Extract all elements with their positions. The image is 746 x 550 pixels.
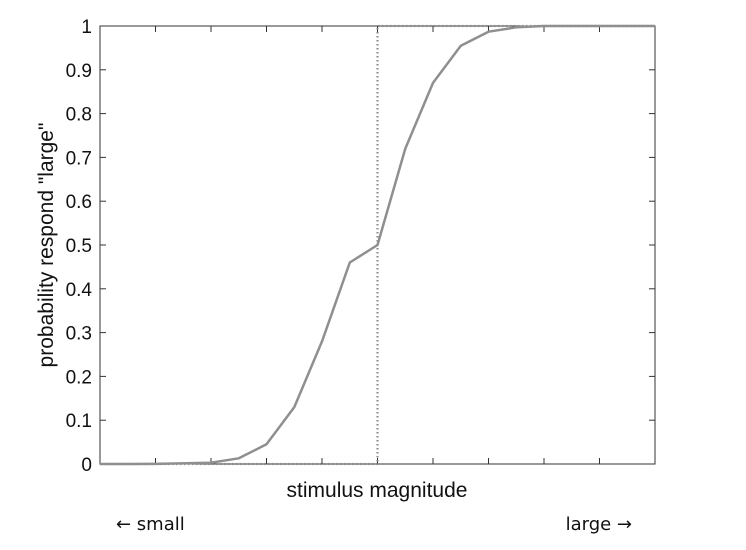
x-direction-label-large: large → <box>566 514 632 535</box>
y-tick-label: 1 <box>81 17 92 38</box>
y-tick-label: 0.4 <box>66 280 93 301</box>
y-tick-label: 0.1 <box>66 411 92 432</box>
y-tick-label: 0.5 <box>66 236 92 257</box>
y-tick-label: 0 <box>81 455 92 476</box>
y-tick-label: 0.9 <box>66 61 92 82</box>
series-group <box>99 24 655 466</box>
y-axis-tick-labels: 0 0.1 0.2 0.3 0.4 0.5 0.6 0.7 0.8 0.9 1 <box>66 17 93 476</box>
y-tick-label: 0.6 <box>66 192 92 213</box>
y-tick-label: 0.3 <box>66 324 92 345</box>
y-tick-label: 0.8 <box>66 105 92 126</box>
step-function-line <box>100 24 655 466</box>
y-axis-label: probability respond "large" <box>35 123 58 368</box>
x-axis-label: stimulus magnitude <box>287 479 468 502</box>
x-direction-label-small: ← small <box>116 514 185 535</box>
y-tick-label: 0.2 <box>66 367 92 388</box>
y-tick-label: 0.7 <box>66 148 92 169</box>
